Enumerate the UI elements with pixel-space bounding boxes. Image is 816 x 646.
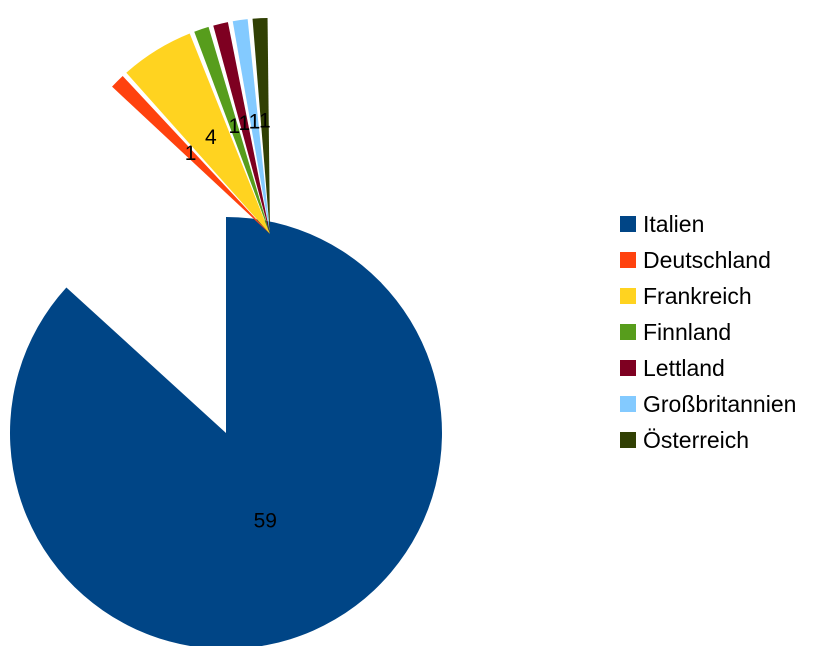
legend-swatch-finnland [620,324,636,340]
data-label-grossbritannien: 1 [249,110,261,133]
legend-item-finnland: Finnland [620,314,796,350]
legend-item-oesterreich: Österreich [620,422,796,458]
legend-swatch-italien [620,216,636,232]
data-label-finnland: 1 [228,115,240,138]
pie-slice-frankreich [126,33,270,235]
legend-label-grossbritannien: Großbritannien [643,390,797,417]
data-label-oesterreich: 1 [259,109,271,132]
legend-item-frankreich: Frankreich [620,278,796,314]
legend-swatch-oesterreich [620,432,636,448]
data-label-lettland: 1 [238,112,250,135]
legend-label-italien: Italien [643,210,705,237]
legend-label-frankreich: Frankreich [643,282,752,309]
legend-item-lettland: Lettland [620,350,796,386]
pie-slice-italien [10,217,442,646]
pie-slice-grossbritannien [232,19,270,234]
data-label-italien: 59 [254,509,277,532]
legend-swatch-deutschland [620,252,636,268]
legend-label-lettland: Lettland [643,354,725,381]
pie-slice-finnland [194,26,270,235]
pie-slice-lettland [213,22,270,234]
legend-label-finnland: Finnland [643,318,732,345]
legend-swatch-grossbritannien [620,396,636,412]
data-label-deutschland: 1 [185,142,197,165]
pie-slice-deutschland [112,76,270,234]
legend-item-deutschland: Deutschland [620,242,796,278]
legend-label-deutschland: Deutschland [643,246,771,273]
legend-label-oesterreich: Österreich [643,426,750,453]
legend-swatch-frankreich [620,288,636,304]
legend-swatch-lettland [620,360,636,376]
data-label-frankreich: 4 [205,126,217,149]
legend: Italien Deutschland Frankreich Finnland … [620,206,796,458]
legend-item-italien: Italien [620,206,796,242]
pie-slice-oesterreich [252,18,270,235]
legend-item-grossbritannien: Großbritannien [620,386,796,422]
